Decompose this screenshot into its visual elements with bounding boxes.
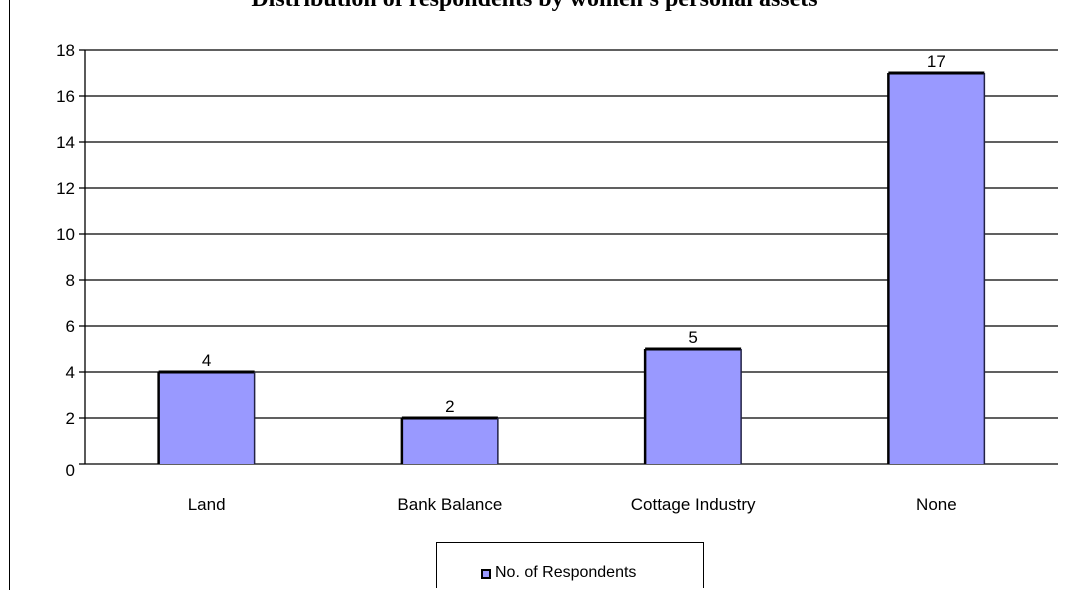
chart-frame-border	[9, 0, 10, 590]
y-tick-label: 4	[66, 363, 75, 382]
x-category-label: Cottage Industry	[631, 495, 756, 514]
legend-label: No. of Respondents	[495, 564, 637, 581]
y-tick-label: 16	[56, 87, 75, 106]
legend-swatch	[481, 569, 491, 579]
labels: 0 2 4 6 8 10 12 14 16 18 4 Land 2 Bank Balance 5 Cottag…	[56, 41, 957, 514]
x-category-label: Land	[188, 495, 226, 514]
y-tick-label: 18	[56, 41, 75, 60]
axes	[79, 49, 86, 465]
y-tick-label: 0	[66, 461, 75, 480]
y-tick-label: 12	[56, 179, 75, 198]
y-tick-label: 14	[56, 133, 75, 152]
bar-bank-balance	[401, 418, 498, 464]
data-label: 5	[688, 328, 697, 347]
data-label: 17	[927, 52, 946, 71]
x-category-label: Bank Balance	[397, 495, 502, 514]
legend: No. of Respondents	[436, 542, 704, 588]
x-category-label: None	[916, 495, 957, 514]
bar-cottage-industry	[645, 349, 742, 464]
bar-land	[158, 372, 255, 464]
y-tick-label: 10	[56, 225, 75, 244]
data-label: 2	[445, 397, 454, 416]
bars	[157, 71, 986, 464]
bar-none	[888, 73, 985, 464]
chart-title: Distribution of respondents by women's p…	[0, 0, 1069, 13]
data-label: 4	[202, 351, 211, 370]
y-tick-label: 6	[66, 317, 75, 336]
y-tick-label: 8	[66, 271, 75, 290]
bar-chart: 0 2 4 6 8 10 12 14 16 18 4 Land 2 Bank Balance 5 Cottag…	[56, 41, 1058, 514]
y-tick-label: 2	[66, 409, 75, 428]
